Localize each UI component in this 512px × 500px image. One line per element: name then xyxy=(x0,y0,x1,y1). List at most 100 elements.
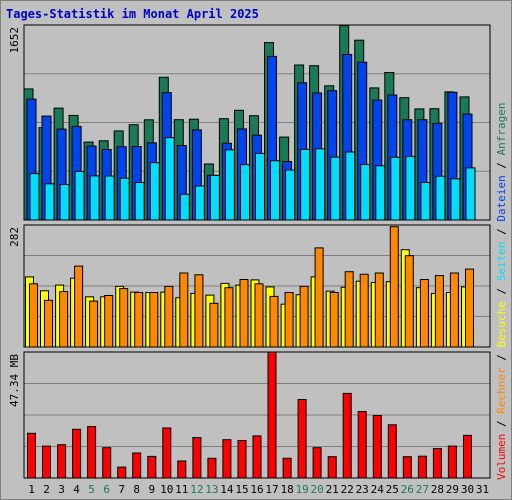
bar-seiten-day-26 xyxy=(405,155,416,221)
day-label-18: 18 xyxy=(280,483,293,496)
bar-volumen-day-28 xyxy=(432,448,442,479)
day-label-24: 24 xyxy=(371,483,385,496)
bar-seiten-day-27 xyxy=(420,182,431,221)
bar-rechner-day-13 xyxy=(209,302,219,348)
bar-volumen-day-9 xyxy=(147,455,157,479)
bar-seiten-day-10 xyxy=(164,137,175,221)
plot-layer xyxy=(23,24,491,479)
legend-sep: / xyxy=(495,222,508,242)
day-label-30: 30 xyxy=(461,483,474,496)
bar-volumen-day-5 xyxy=(87,426,97,479)
day-label-3: 3 xyxy=(58,483,65,496)
bar-seiten-day-12 xyxy=(194,185,205,221)
bar-rechner-day-5 xyxy=(89,300,99,348)
day-label-17: 17 xyxy=(265,483,278,496)
bar-volumen-day-30 xyxy=(463,434,472,479)
day-label-27: 27 xyxy=(416,483,429,496)
bar-volumen-day-16 xyxy=(252,435,262,479)
day-label-26: 26 xyxy=(401,483,414,496)
legend: Volumen / Rechner / Besuche / Seiten / D… xyxy=(495,102,508,480)
bar-seiten-day-15 xyxy=(240,164,250,221)
bar-volumen-day-17 xyxy=(267,351,277,479)
legend-rechner: Rechner xyxy=(495,367,508,414)
bar-seiten-day-4 xyxy=(74,171,85,221)
bar-volumen-day-23 xyxy=(357,411,367,479)
day-label-29: 29 xyxy=(446,483,459,496)
day-label-22: 22 xyxy=(341,483,354,496)
bar-seiten-day-17 xyxy=(270,160,280,221)
legend-sep: / xyxy=(495,281,508,301)
bar-seiten-day-20 xyxy=(315,148,326,221)
bar-rechner-day-15 xyxy=(239,279,249,348)
bar-rechner-day-4 xyxy=(74,265,84,348)
day-label-4: 4 xyxy=(73,483,80,496)
legend-besuche: Besuche xyxy=(495,301,508,347)
bar-rechner-day-30 xyxy=(465,268,474,348)
day-label-10: 10 xyxy=(160,483,173,496)
bar-volumen-day-29 xyxy=(447,445,457,479)
bar-seiten-day-18 xyxy=(285,169,296,221)
bar-volumen-day-21 xyxy=(327,456,337,479)
bar-volumen-day-11 xyxy=(177,460,187,479)
bar-rechner-day-6 xyxy=(104,295,114,348)
legend-seiten: Seiten xyxy=(495,242,508,282)
bar-seiten-day-25 xyxy=(390,156,401,221)
day-label-5: 5 xyxy=(88,483,95,496)
bar-volumen-day-20 xyxy=(312,447,322,479)
bar-seiten-day-19 xyxy=(300,148,311,221)
bar-rechner-day-27 xyxy=(419,279,429,348)
bar-seiten-day-23 xyxy=(360,164,371,221)
bar-volumen-day-14 xyxy=(222,439,232,479)
bar-rechner-day-21 xyxy=(329,292,339,348)
day-label-9: 9 xyxy=(148,483,155,496)
bar-volumen-day-12 xyxy=(192,437,202,479)
bar-seiten-day-16 xyxy=(255,152,265,221)
panel-requests-max-label: 1652 xyxy=(8,27,21,54)
bar-volumen-day-4 xyxy=(72,428,82,479)
bar-volumen-day-25 xyxy=(387,424,397,479)
day-label-31: 31 xyxy=(476,483,489,496)
bar-seiten-day-7 xyxy=(119,177,130,221)
bar-rechner-day-26 xyxy=(404,255,414,348)
bar-seiten-day-11 xyxy=(179,193,190,221)
bar-volumen-day-1 xyxy=(27,432,36,479)
panel-volume-border xyxy=(23,351,491,479)
bar-seiten-day-21 xyxy=(330,156,341,221)
bar-seiten-day-14 xyxy=(224,149,235,221)
bar-volumen-day-8 xyxy=(132,452,142,479)
bar-volumen-day-24 xyxy=(372,415,382,479)
day-label-19: 19 xyxy=(295,483,308,496)
bar-volumen-day-15 xyxy=(237,440,247,479)
day-label-20: 20 xyxy=(310,483,323,496)
bar-rechner-day-12 xyxy=(194,274,204,348)
day-label-25: 25 xyxy=(386,483,399,496)
bar-rechner-day-28 xyxy=(434,275,444,348)
panel-visits-border xyxy=(23,224,491,348)
bar-seiten-day-13 xyxy=(209,174,220,221)
bar-rechner-day-16 xyxy=(254,283,264,348)
bar-seiten-day-6 xyxy=(104,175,115,221)
day-label-1: 1 xyxy=(28,483,35,496)
day-label-8: 8 xyxy=(133,483,140,496)
day-label-23: 23 xyxy=(356,483,369,496)
legend-sep: / xyxy=(495,414,508,434)
bar-rechner-day-10 xyxy=(164,285,174,348)
bar-seiten-day-22 xyxy=(345,151,356,221)
bar-rechner-day-23 xyxy=(359,273,369,348)
bar-volumen-day-13 xyxy=(207,457,217,479)
day-label-14: 14 xyxy=(220,483,234,496)
bar-seiten-day-1 xyxy=(29,173,40,221)
bar-seiten-day-24 xyxy=(375,165,386,221)
panel-visits-max-label: 282 xyxy=(8,227,21,247)
day-label-12: 12 xyxy=(190,483,203,496)
day-label-21: 21 xyxy=(326,483,339,496)
chart-title: Tages-Statistik im Monat April 2025 xyxy=(6,7,259,21)
panel-volume-max-label: 47.34 MB xyxy=(8,354,21,407)
day-label-16: 16 xyxy=(250,483,263,496)
day-label-6: 6 xyxy=(103,483,110,496)
bar-rechner-day-1 xyxy=(29,283,38,348)
day-label-13: 13 xyxy=(205,483,218,496)
bar-seiten-day-5 xyxy=(89,175,100,221)
